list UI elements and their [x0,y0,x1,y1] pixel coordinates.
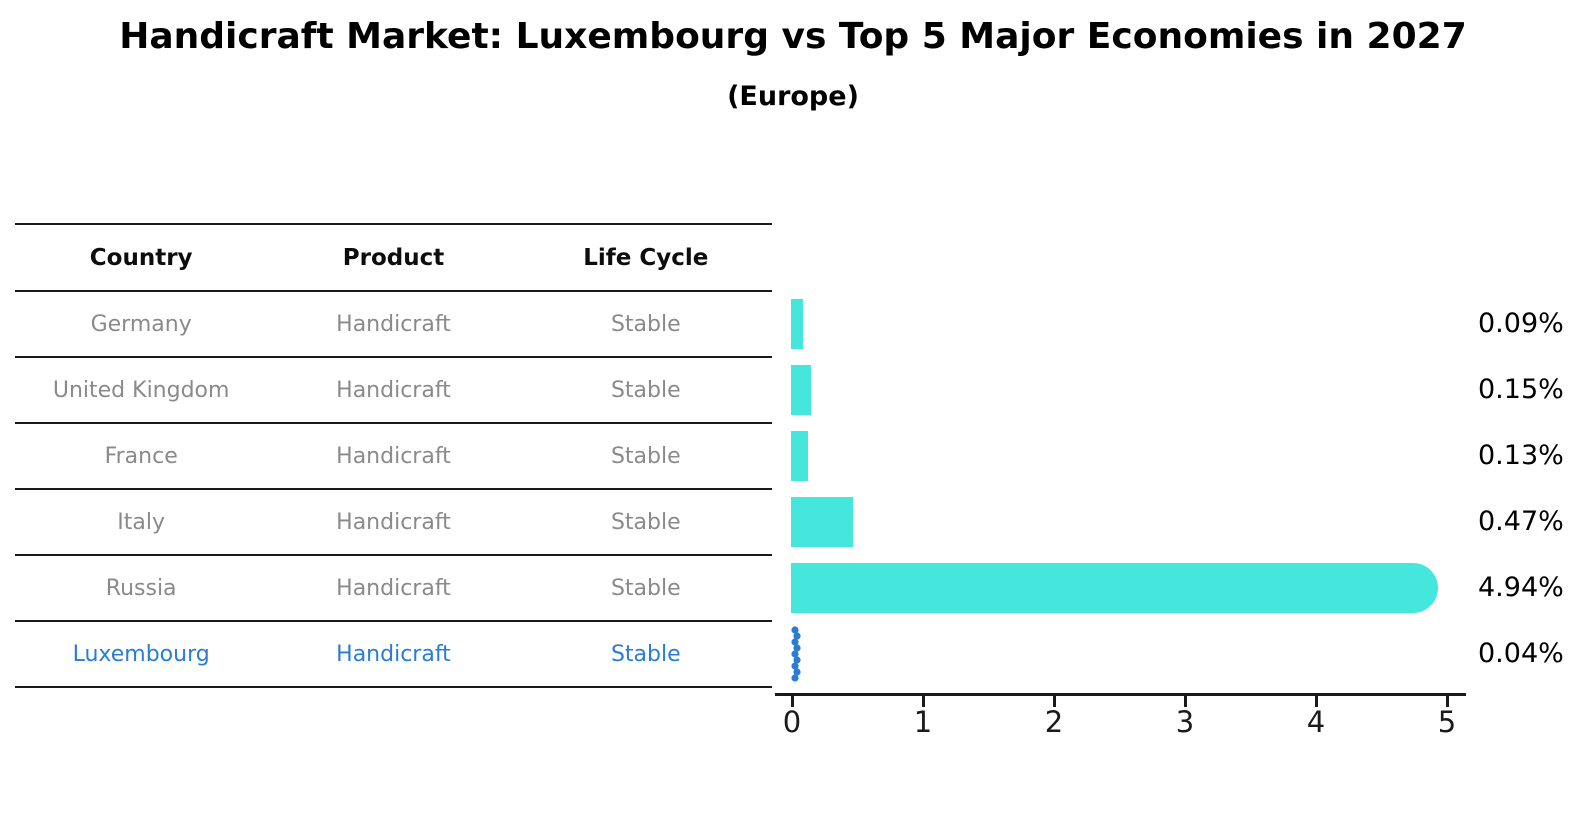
bar-value-label: 0.15% [1478,374,1564,405]
cell-product: Handicraft [336,509,451,535]
bar-value-label: 0.13% [1478,440,1564,471]
x-tick-label: 0 [782,705,802,739]
cell-country: Germany [90,311,192,337]
bar [791,299,803,349]
chart-title: Handicraft Market: Luxembourg vs Top 5 M… [119,16,1467,57]
cell-product: Handicraft [336,575,451,601]
x-tick [1184,696,1187,707]
header-life-cycle: Life Cycle [583,244,709,271]
table-row: Italy Handicraft Stable [15,490,772,556]
bar-value-label: 0.04% [1478,638,1564,669]
cell-country: Luxembourg [72,641,210,667]
cell-product: Handicraft [336,377,451,403]
country-table: Country Product Life Cycle Germany Handic… [15,223,772,688]
table-row: Russia Handicraft Stable [15,556,772,622]
header-country: Country [89,244,193,271]
cell-country: Italy [117,509,166,535]
x-axis-line [775,693,1466,696]
table-row: United Kingdom Handicraft Stable [15,358,772,424]
x-tick-label: 5 [1437,705,1457,739]
bar [791,431,808,481]
bar [791,497,853,547]
cell-country: France [104,443,178,469]
cell-life-cycle: Stable [610,509,681,535]
cell-product: Handicraft [336,443,451,469]
table-body: Germany Handicraft Stable United Kingdom Han… [15,292,772,688]
x-tick-label: 2 [1044,705,1064,739]
cell-country: Russia [105,575,177,601]
chart-subtitle: (Europe) [727,81,859,112]
cell-life-cycle: Stable [610,641,681,667]
cell-life-cycle: Stable [610,377,681,403]
cell-product: Handicraft [336,641,451,667]
x-tick-label: 4 [1306,705,1326,739]
x-tick [922,696,925,707]
bar-value-label: 4.94% [1478,572,1564,603]
x-tick [1053,696,1056,707]
x-tick-label: 1 [913,705,933,739]
bar [791,365,811,415]
bar-value-label: 0.47% [1478,506,1564,537]
cell-life-cycle: Stable [610,575,681,601]
x-tick-label: 3 [1175,705,1195,739]
cell-country: United Kingdom [52,377,230,403]
table-row: France Handicraft Stable [15,424,772,490]
highlight-bar [791,626,801,682]
table-row: Germany Handicraft Stable [15,292,772,358]
bar-value-label: 0.09% [1478,308,1564,339]
bar [791,563,1438,613]
cell-product: Handicraft [336,311,451,337]
table-row: Luxembourg Handicraft Stable [15,622,772,688]
x-tick [1446,696,1449,707]
header-product: Product [342,244,445,271]
x-tick [791,696,794,707]
cell-life-cycle: Stable [610,443,681,469]
x-tick [1315,696,1318,707]
cell-life-cycle: Stable [610,311,681,337]
table-header-row: Country Product Life Cycle [15,223,772,292]
